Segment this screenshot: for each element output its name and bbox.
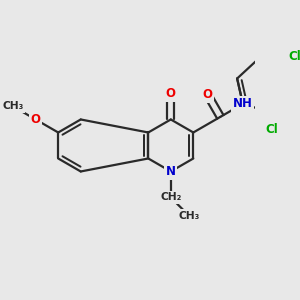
- Text: Cl: Cl: [288, 50, 300, 63]
- Text: O: O: [166, 87, 176, 100]
- Text: N: N: [166, 165, 176, 178]
- Text: CH₃: CH₃: [178, 211, 200, 221]
- Text: CH₂: CH₂: [160, 193, 182, 202]
- Text: CH₃: CH₃: [2, 101, 24, 112]
- Text: O: O: [31, 113, 41, 126]
- Text: O: O: [202, 88, 212, 101]
- Text: NH: NH: [233, 98, 253, 110]
- Text: Cl: Cl: [265, 123, 278, 136]
